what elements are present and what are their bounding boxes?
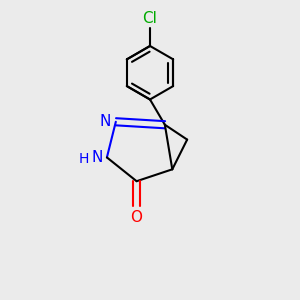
Text: N: N xyxy=(99,114,110,129)
Text: H: H xyxy=(79,152,89,166)
Text: Cl: Cl xyxy=(142,11,158,26)
Text: N: N xyxy=(92,150,103,165)
Text: O: O xyxy=(130,210,142,225)
